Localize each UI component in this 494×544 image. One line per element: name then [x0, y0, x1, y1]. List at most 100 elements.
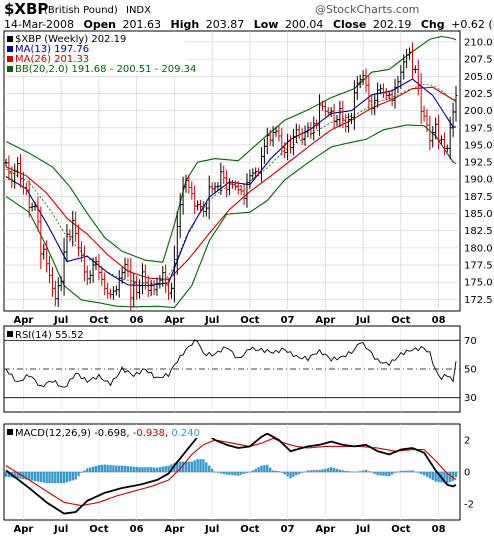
macd-hist-bar [173, 463, 176, 472]
macd-hist-bar [280, 472, 284, 473]
macd-hist-bar [164, 466, 167, 472]
macd-hist-bar [448, 472, 452, 482]
macd-x-tick: 06 [130, 524, 144, 535]
macd-hist-bar [347, 471, 350, 472]
macd-hist-bar [222, 472, 225, 474]
macd-legend-bg [5, 425, 235, 438]
macd-x-tick: Oct [89, 524, 108, 535]
macd-hist-bar [335, 468, 339, 472]
macd-hist-bar [266, 464, 269, 472]
macd-x-tick: Apr [315, 524, 335, 535]
macd-hist-bar [36, 472, 40, 482]
macd-hist-bar [396, 471, 400, 473]
price-y-tick: 192.5 [464, 158, 493, 169]
macd-hist-bar [367, 471, 371, 472]
macd-hist-bar [332, 468, 336, 472]
price-y-tick: 197.5 [464, 123, 493, 134]
close-label: Close [333, 18, 366, 31]
price-y-tick: 195.0 [464, 140, 493, 151]
macd-hist-bar [109, 465, 112, 472]
rsi-legend: RSI(14) 55.52 [15, 330, 84, 341]
ma26-line [5, 86, 457, 280]
macd-hist-bar [312, 470, 315, 472]
macd-legend-sep2: , [165, 428, 171, 439]
price-y-tick: 172.5 [464, 295, 493, 306]
macd-hist-bar [28, 472, 31, 480]
macd-hist-bar [344, 470, 347, 472]
macd-hist-bar [13, 472, 16, 478]
macd-hist-bar [83, 470, 86, 472]
macd-hist-bar [350, 471, 353, 473]
macd-x-tick: Oct [391, 524, 410, 535]
legend-ma13: MA(13) 197.76 [15, 44, 89, 55]
legend-swatch-price [7, 36, 13, 42]
price-x-tick: Jul [53, 315, 68, 326]
macd-hist-bar [295, 472, 298, 476]
macd-hist-bar [45, 472, 48, 484]
macd-hist-bar [271, 470, 275, 472]
macd-hist-bar [239, 472, 243, 475]
macd-x-tick: 08 [432, 524, 446, 535]
macd-hist-bar [149, 467, 153, 472]
macd-hist-bar [208, 465, 211, 472]
bb-upper-line [5, 35, 457, 263]
macd-hist-bar [132, 466, 135, 472]
macd-hist-bar [22, 472, 25, 480]
macd-hist-bar [97, 465, 101, 472]
price-y-tick: 185.0 [464, 209, 493, 220]
macd-hist-bar [39, 472, 43, 483]
macd-hist-bar [126, 466, 130, 472]
macd-legend: MACD(12,26,9) -0.698, -0.938, 0.240 [15, 428, 200, 439]
macd-x-tick: Jul [53, 524, 68, 535]
macd-hist-bar [242, 472, 246, 474]
macd-hist-bar [147, 467, 150, 472]
macd-hist-bar [364, 469, 368, 472]
macd-hist-bar [71, 472, 74, 481]
macd-hist-bar [388, 472, 391, 477]
macd-y-tick: 2 [464, 436, 470, 447]
macd-line [5, 430, 457, 515]
price-grid [4, 31, 460, 311]
macd-hist-bar [321, 469, 324, 472]
price-y-tick: 207.5 [464, 55, 493, 66]
macd-hist-bar [428, 472, 432, 479]
price-x-tick: Jul [355, 315, 370, 326]
macd-x-tick: Apr [164, 524, 184, 535]
macd-hist-bar [327, 468, 330, 472]
rsi-y-tick: 30 [464, 393, 477, 404]
macd-hist-bar [402, 470, 405, 472]
macd-hist-bar [86, 468, 89, 472]
macd-hist-bar [417, 472, 420, 473]
quote-line: 14-Mar-2008 Open 201.63 High 203.87 Low … [4, 18, 494, 31]
macd-hist-bar [193, 460, 196, 472]
price-bars [4, 42, 458, 312]
macd-hist-bar [318, 469, 321, 472]
chg-label: Chg [421, 18, 445, 31]
rsi-line [5, 339, 457, 388]
macd-hist-bar [187, 461, 191, 472]
macd-hist-bar [129, 466, 133, 472]
macd-hist-bar [123, 465, 127, 472]
macd-hist-bar [112, 465, 115, 472]
macd-x-tick: Jul [355, 524, 370, 535]
macd-hist-bar [300, 472, 304, 473]
macd-hist-bar [393, 472, 397, 473]
price-y-tick: 190.0 [464, 175, 493, 186]
macd-hist-bar [25, 472, 28, 480]
price-y-tick: 177.5 [464, 261, 493, 272]
macd-hist-bar [65, 472, 69, 483]
macd-hist-bar [74, 472, 77, 480]
macd-hist-bar [115, 465, 118, 472]
macd-hist-bar [306, 470, 310, 472]
macd-hist-bar [303, 471, 307, 473]
price-x-tick: Jul [204, 315, 219, 326]
macd-hist-bar [341, 470, 344, 472]
high-value: 203.87 [206, 18, 245, 31]
macd-hist-bar [237, 472, 240, 476]
macd-hist-bar [356, 471, 359, 473]
chart-header: $XBP (British Pound) INDX @StockCharts.c… [4, 0, 494, 31]
macd-hist-bar [228, 472, 231, 475]
macd-hist-bar [54, 472, 57, 484]
chg-value: +0.62 (+0.31%) [451, 18, 494, 31]
macd-legend-macd: MACD(12,26,9) -0.698 [15, 428, 126, 439]
